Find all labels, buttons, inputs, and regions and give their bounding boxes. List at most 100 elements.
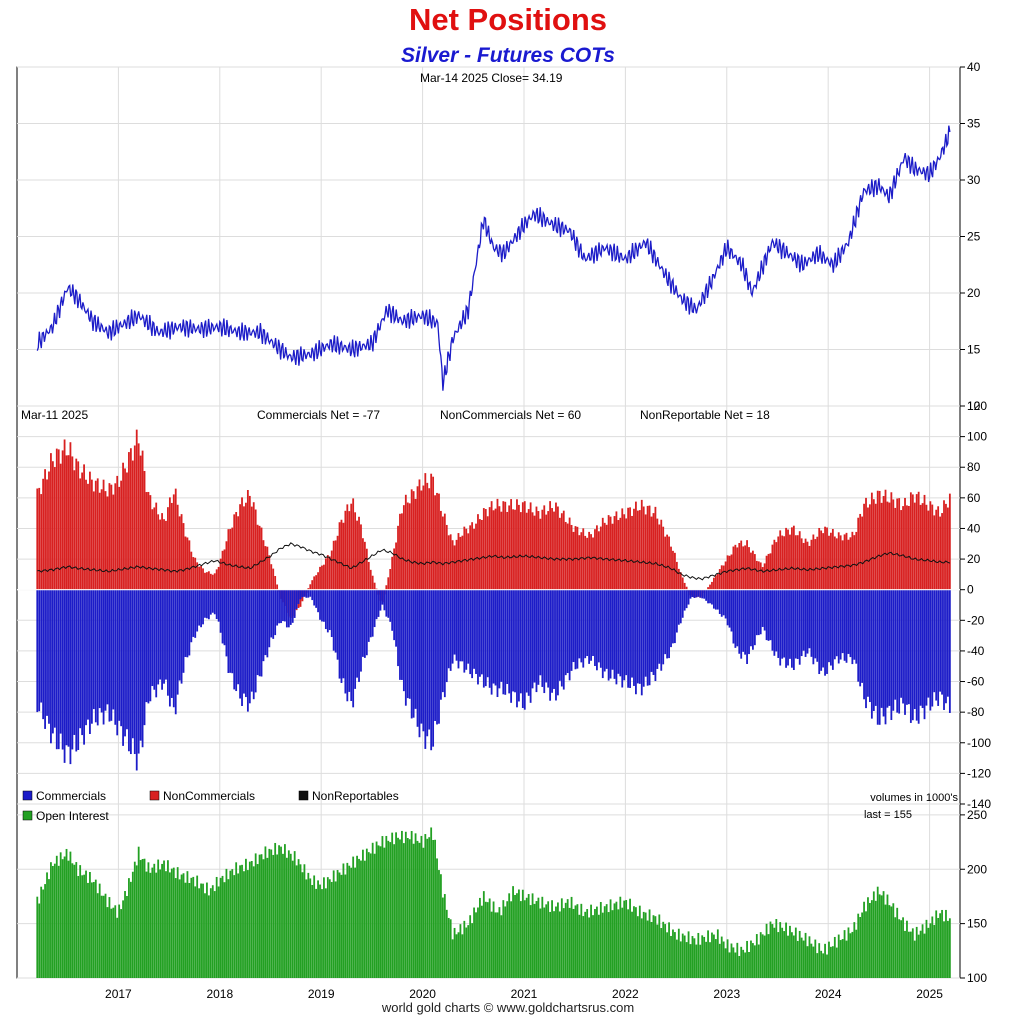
- noncommercials-bar: [227, 529, 230, 590]
- open-interest-bar: [139, 860, 142, 978]
- commercials-bar: [911, 589, 914, 721]
- noncommercials-bars: [36, 429, 951, 619]
- commercials-bar: [594, 589, 596, 667]
- commercials-bar: [941, 589, 943, 695]
- noncommercials-bar: [675, 561, 678, 590]
- noncommercials-bar: [787, 529, 789, 590]
- noncommercials-bar: [644, 514, 647, 590]
- commercials-bar: [900, 589, 903, 698]
- open-interest-bar: [929, 923, 932, 978]
- noncommercials-bar: [642, 506, 645, 590]
- commercials-bar: [167, 589, 169, 696]
- noncommercials-bar: [63, 439, 66, 590]
- commercials-bar: [787, 589, 789, 666]
- open-interest-bar: [777, 932, 780, 978]
- noncommercials-bar: [601, 517, 604, 590]
- open-interest-bar: [285, 857, 288, 978]
- noncommercials-bar: [447, 535, 450, 590]
- commercials-bar: [557, 589, 559, 696]
- open-interest-bar: [57, 865, 60, 978]
- commercials-bar: [896, 589, 899, 713]
- commercials-bar: [859, 589, 862, 687]
- noncommercials-bar: [900, 510, 903, 590]
- open-interest-bar: [445, 909, 448, 978]
- open-interest-bar: [44, 884, 46, 978]
- open-interest-bar: [215, 876, 218, 978]
- net-info-noncommercials: NonCommercials Net = 60: [440, 408, 581, 422]
- open-interest-bar: [878, 894, 881, 978]
- commercials-bar: [596, 589, 598, 671]
- noncommercials-bar: [674, 552, 676, 590]
- noncommercials-bar: [654, 506, 657, 590]
- open-interest-bar: [202, 883, 204, 978]
- noncommercials-bar: [463, 526, 466, 590]
- open-interest-bar: [672, 929, 674, 978]
- open-interest-bar: [309, 878, 312, 978]
- open-interest-bar: [330, 881, 333, 978]
- noncommercials-bar: [933, 515, 936, 590]
- open-interest-bar: [908, 931, 910, 978]
- open-interest-bar: [582, 916, 585, 978]
- commercials-bar: [202, 589, 204, 625]
- open-interest-bar: [943, 921, 945, 978]
- open-interest-bar: [206, 882, 208, 978]
- open-interest-bar: [728, 952, 731, 978]
- open-interest-bar: [313, 875, 316, 978]
- noncommercials-bar: [258, 525, 261, 590]
- open-interest-bar: [833, 936, 836, 978]
- open-interest-bar: [260, 854, 263, 978]
- open-interest-bar: [284, 844, 286, 978]
- noncommercials-bar: [660, 519, 663, 590]
- commercials-bar: [365, 589, 368, 656]
- noncommercials-bar: [79, 478, 82, 590]
- noncommercials-bar: [461, 535, 464, 590]
- open-interest-bar: [85, 870, 87, 978]
- noncommercials-bar: [321, 565, 323, 590]
- open-interest-bar: [748, 951, 750, 978]
- noncommercials-bar: [71, 456, 74, 590]
- noncommercials-bar: [225, 541, 228, 590]
- commercials-bar: [590, 589, 592, 661]
- commercials-bar: [206, 589, 208, 619]
- open-interest-bar: [935, 910, 938, 978]
- commercials-bar: [270, 589, 273, 638]
- noncommercials-bar: [541, 509, 544, 590]
- noncommercials-bar: [319, 566, 321, 590]
- noncommercials-bar: [537, 511, 540, 590]
- open-interest-bar: [597, 914, 600, 978]
- noncommercials-bar: [402, 505, 405, 590]
- commercials-bar: [847, 589, 850, 654]
- noncommercials-bar: [664, 536, 667, 590]
- commercials-bar: [387, 589, 390, 618]
- commercials-bar: [180, 589, 183, 684]
- commercials-bar: [658, 589, 661, 664]
- open-interest-bar: [621, 907, 624, 978]
- open-interest-bar: [42, 889, 45, 978]
- noncommercials-bar: [360, 524, 362, 590]
- noncommercials-bar: [276, 584, 279, 590]
- noncommercials-bar: [128, 452, 130, 590]
- open-interest-bar: [633, 906, 635, 978]
- open-interest-bar: [750, 940, 752, 978]
- commercials-bar: [215, 589, 218, 619]
- open-interest-bar: [377, 845, 380, 978]
- noncommercials-bar: [477, 514, 479, 590]
- noncommercials-bar: [241, 497, 243, 590]
- noncommercials-bar: [118, 486, 121, 590]
- noncommercials-bar: [586, 537, 589, 590]
- open-interest-bar: [262, 859, 265, 978]
- open-interest-bar: [494, 912, 497, 978]
- open-interest-bar: [898, 919, 901, 978]
- open-interest-bar: [658, 914, 661, 978]
- commercials-bar: [711, 589, 713, 605]
- open-interest-bar: [761, 934, 764, 978]
- noncommercials-bar: [223, 549, 226, 590]
- noncommercials-bar: [371, 575, 374, 590]
- noncommercials-bar: [307, 588, 310, 590]
- commercials-bar: [176, 589, 179, 695]
- open-interest-bar: [248, 861, 251, 978]
- noncommercials-bar: [313, 576, 316, 590]
- open-interest-bar: [379, 846, 382, 978]
- commercials-bar: [373, 589, 376, 628]
- commercials-bar: [469, 589, 472, 675]
